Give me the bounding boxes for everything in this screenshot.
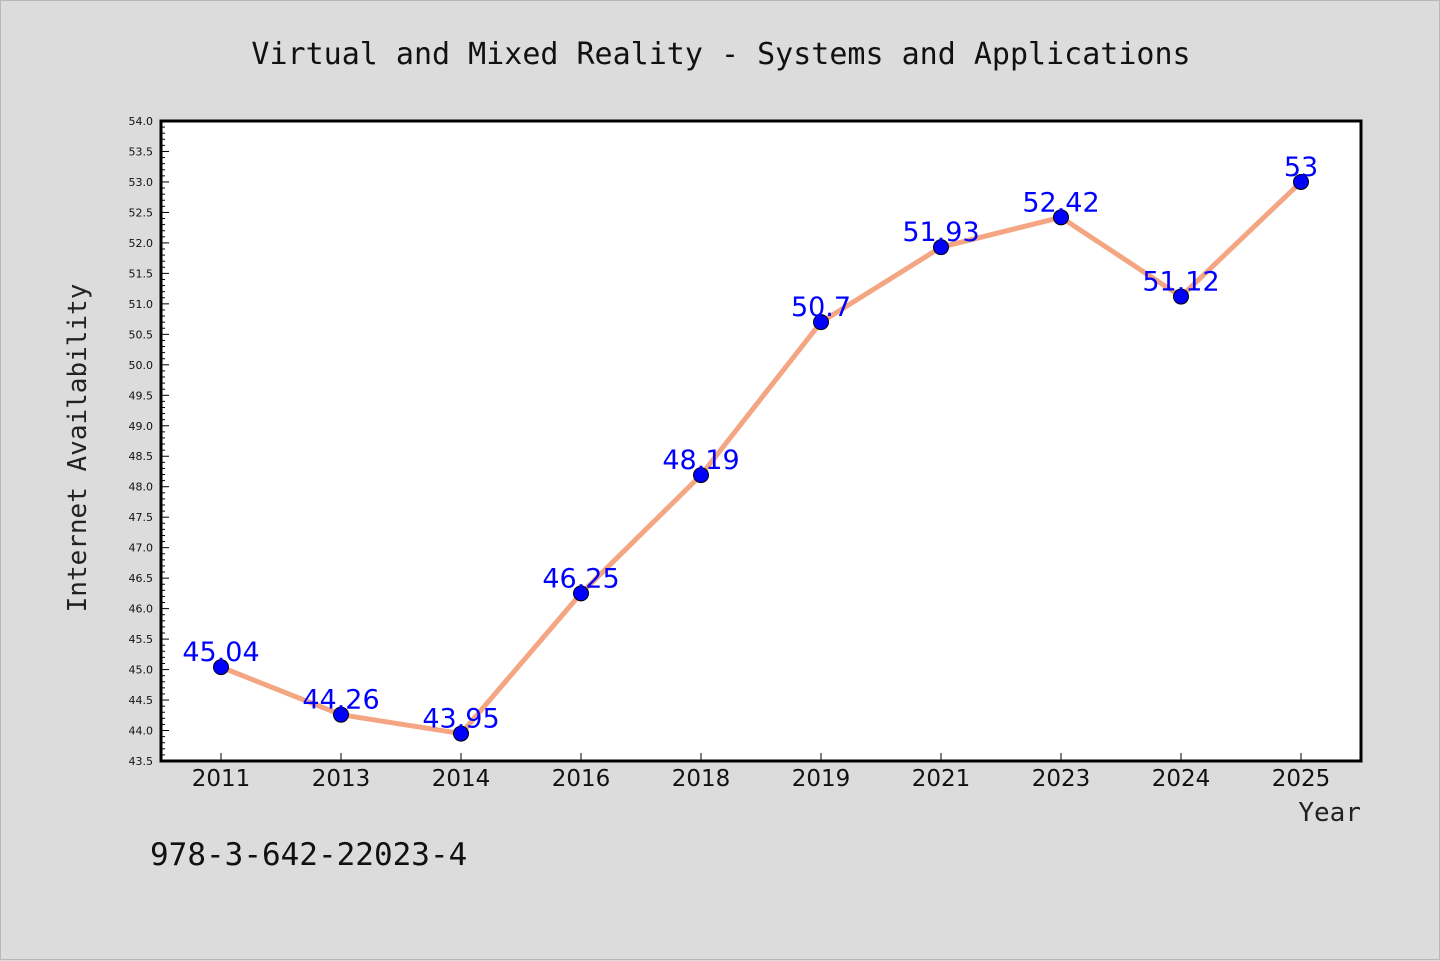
x-tick-label: 2016 (552, 766, 611, 792)
data-point (333, 706, 349, 723)
y-tick-label: 45.0 (129, 664, 154, 677)
series-line-group (220, 180, 1303, 737)
x-tick-label: 2018 (672, 766, 731, 792)
data-points (213, 173, 1309, 742)
x-tick-label: 2024 (1152, 766, 1211, 792)
x-tick-label: 2023 (1032, 766, 1091, 792)
y-axis-title: Internet Availability (63, 284, 93, 613)
data-point (813, 314, 829, 331)
y-tick-label: 46.0 (129, 603, 154, 616)
series-line (220, 180, 1303, 737)
data-label: 43.95 (422, 704, 499, 735)
data-label: 53 (1284, 152, 1318, 183)
plot-area (159, 119, 1363, 763)
data-label: 48.19 (662, 445, 739, 476)
y-tick-label: 44.5 (129, 694, 154, 707)
data-label: 50.7 (791, 292, 851, 323)
data-point (1293, 173, 1309, 190)
x-tick-label: 2021 (912, 766, 971, 792)
y-tick-label: 51.5 (129, 267, 154, 280)
data-point (933, 239, 949, 256)
data-label: 51.93 (902, 217, 979, 248)
data-label: 51.12 (1142, 267, 1219, 298)
x-tick-label: 2013 (312, 766, 371, 792)
y-tick-label: 45.5 (129, 633, 154, 646)
data-labels: 45.04 44.26 43.95 46.25 48.19 50.7 51.93 52.42 5… (182, 152, 1318, 735)
y-tick-label: 52.0 (129, 237, 154, 250)
x-tick-label: 2014 (432, 766, 491, 792)
data-point (1173, 288, 1189, 305)
data-point (573, 585, 589, 602)
data-label: 46.25 (542, 563, 619, 594)
x-tick-label: 2011 (192, 766, 251, 792)
y-tick-label: 54.0 (129, 115, 154, 128)
y-tick-label: 44.0 (129, 725, 154, 738)
data-label: 45.04 (182, 637, 259, 668)
x-axis-ticks: 2011 2013 2014 2016 2018 2019 2021 2023 2024 2025 (192, 753, 1331, 792)
data-point (1053, 209, 1069, 226)
y-tick-label: 49.5 (129, 389, 154, 402)
y-tick-label: 48.0 (129, 481, 154, 494)
y-tick-label: 47.5 (129, 511, 154, 524)
x-tick-label: 2019 (792, 766, 851, 792)
y-tick-label: 50.5 (129, 328, 154, 341)
x-tick-label: 2025 (1272, 766, 1331, 792)
y-tick-label: 48.5 (129, 450, 154, 463)
y-tick-label: 53.5 (129, 145, 154, 158)
y-tick-label: 43.5 (129, 755, 154, 768)
y-tick-label: 50.0 (129, 359, 154, 372)
x-axis-title: Year (1298, 798, 1361, 828)
data-point (453, 725, 469, 742)
footer-identifier: 978-3-642-22023-4 (150, 837, 467, 873)
y-tick-label: 47.0 (129, 542, 154, 555)
data-label: 44.26 (302, 685, 379, 716)
y-tick-label: 52.5 (129, 206, 154, 219)
chart-title: Virtual and Mixed Reality - Systems and … (251, 37, 1190, 72)
y-tick-label: 49.0 (129, 420, 154, 433)
data-point (213, 659, 229, 676)
y-axis-ticks: 43.5 44.0 44.5 45.0 45.5 46.0 46.5 47.0 47.5 48.0… (129, 115, 169, 768)
y-tick-label: 46.5 (129, 572, 154, 585)
y-tick-label: 53.0 (129, 176, 154, 189)
data-label: 52.42 (1022, 187, 1099, 218)
data-point (693, 467, 709, 484)
y-tick-label: 51.0 (129, 298, 154, 311)
